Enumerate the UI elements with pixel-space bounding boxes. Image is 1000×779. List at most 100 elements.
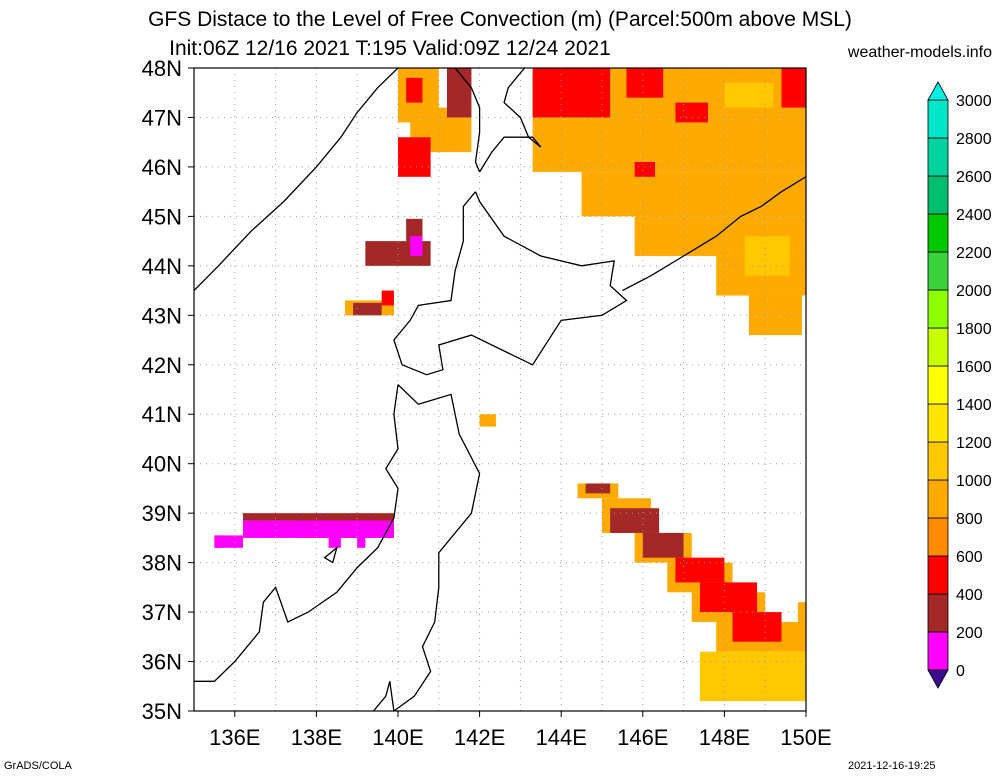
colorbar-under-arrow bbox=[927, 669, 949, 689]
field-cell bbox=[581, 171, 806, 217]
colorbar-band bbox=[927, 517, 949, 557]
y-tick-label: 48N bbox=[142, 56, 182, 81]
field-cell bbox=[532, 68, 611, 118]
y-tick-label: 41N bbox=[142, 402, 182, 427]
plot-frame bbox=[193, 67, 807, 712]
y-tick-label: 39N bbox=[142, 501, 182, 526]
field-cell bbox=[781, 68, 806, 108]
colorbar-band bbox=[927, 251, 949, 291]
source-credit: weather-models.info bbox=[847, 44, 992, 61]
footer-timestamp: 2021-12-16-19:25 bbox=[848, 760, 936, 772]
field-cell bbox=[675, 102, 709, 123]
colorbar-label: 200 bbox=[956, 625, 983, 642]
field-cell bbox=[699, 651, 806, 702]
colorbar-label: 600 bbox=[956, 549, 983, 566]
field-cell bbox=[748, 295, 802, 336]
field-cell bbox=[642, 532, 684, 558]
field-cell bbox=[406, 218, 423, 242]
colorbar-label: 0 bbox=[956, 663, 965, 680]
y-tick-label: 36N bbox=[142, 650, 182, 675]
gridlines bbox=[194, 68, 806, 711]
coast-sakhalin-west bbox=[454, 68, 481, 173]
x-tick-label: 138E bbox=[291, 725, 342, 750]
field-cell bbox=[626, 68, 664, 98]
chart-title: GFS Distace to the Level of Free Convect… bbox=[148, 8, 852, 31]
footer-software-label: GrADS/COLA bbox=[4, 760, 72, 772]
colorbar-band bbox=[927, 479, 949, 519]
x-tick-label: 142E bbox=[454, 725, 505, 750]
field-cell bbox=[398, 137, 431, 177]
colorbar-label: 3000 bbox=[956, 93, 992, 110]
x-tick-label: 150E bbox=[780, 725, 831, 750]
coast-honshu-west bbox=[194, 384, 399, 682]
y-tick-label: 43N bbox=[142, 303, 182, 328]
field-cell bbox=[328, 537, 341, 548]
coast-hokkaido bbox=[393, 191, 628, 376]
y-axis-ticks: 35N 36N 37N 38N 39N 40N 41N 42N 43N 44N 45N 46N 47N 4… bbox=[142, 56, 194, 724]
y-tick-label: 35N bbox=[142, 699, 182, 724]
colorbar-label: 1200 bbox=[956, 435, 992, 452]
x-tick-label: 144E bbox=[536, 725, 587, 750]
field-cell bbox=[744, 236, 790, 276]
y-tick-label: 40N bbox=[142, 452, 182, 477]
coast-mainland bbox=[194, 68, 399, 292]
colorbar-label: 800 bbox=[956, 511, 983, 528]
field-cell bbox=[296, 520, 394, 538]
colorbar-band bbox=[927, 555, 949, 595]
x-tick-label: 148E bbox=[699, 725, 750, 750]
field-cell bbox=[699, 582, 758, 613]
field-cell bbox=[446, 68, 472, 118]
field-cell bbox=[724, 82, 774, 108]
coast-kurils bbox=[622, 176, 806, 292]
colorbar-band bbox=[927, 327, 949, 367]
field-cell bbox=[732, 612, 782, 642]
field-cell bbox=[357, 537, 366, 548]
colorbar-label: 400 bbox=[956, 587, 983, 604]
y-tick-label: 44N bbox=[142, 254, 182, 279]
field-cell bbox=[634, 161, 656, 177]
colorbar-label: 1600 bbox=[956, 359, 992, 376]
field-cell bbox=[214, 535, 223, 548]
colorbar-band bbox=[927, 365, 949, 405]
field-cell bbox=[479, 414, 496, 427]
field-cell bbox=[242, 513, 394, 521]
field-cell bbox=[585, 483, 611, 494]
colorbar-band bbox=[927, 289, 949, 329]
colorbar-over-arrow bbox=[927, 81, 949, 101]
colorbar-legend: 0 200 400 600 800 1000 1200 1400 1600 1800 2000 220… bbox=[927, 81, 992, 689]
y-tick-label: 37N bbox=[142, 600, 182, 625]
x-axis-ticks: 136E 138E 140E 142E 144E 146E 148E 150E bbox=[209, 711, 832, 750]
colorbar-label: 2000 bbox=[956, 283, 992, 300]
field-cell bbox=[797, 602, 806, 632]
colorbar-band bbox=[927, 213, 949, 253]
colorbar-label: 2800 bbox=[956, 131, 992, 148]
field-cell bbox=[406, 77, 423, 103]
colorbar-band bbox=[927, 593, 949, 633]
colorbar-label: 2400 bbox=[956, 207, 992, 224]
colorbar-band bbox=[927, 631, 949, 671]
colorbar-label: 2200 bbox=[956, 245, 992, 262]
y-tick-label: 46N bbox=[142, 155, 182, 180]
y-tick-label: 45N bbox=[142, 204, 182, 229]
x-tick-label: 136E bbox=[209, 725, 260, 750]
chart-subtitle: Init:06Z 12/16 2021 T:195 Valid:09Z 12/2… bbox=[169, 37, 611, 60]
x-tick-label: 146E bbox=[617, 725, 668, 750]
colorbar-band bbox=[927, 403, 949, 443]
coastlines bbox=[194, 68, 806, 711]
field-cell bbox=[410, 236, 423, 256]
y-tick-label: 42N bbox=[142, 353, 182, 378]
field-cell bbox=[675, 557, 725, 583]
colorbar-label: 1400 bbox=[956, 397, 992, 414]
coast-sado bbox=[323, 546, 338, 564]
coast-honshu-east bbox=[393, 384, 481, 711]
x-tick-label: 140E bbox=[372, 725, 423, 750]
colorbar-band bbox=[927, 99, 949, 139]
colorbar-label: 1800 bbox=[956, 321, 992, 338]
y-tick-label: 38N bbox=[142, 551, 182, 576]
coast-sakhalin-east bbox=[479, 68, 542, 173]
shaded-field bbox=[214, 68, 806, 702]
colorbar-band bbox=[927, 137, 949, 177]
colorbar-band bbox=[927, 441, 949, 481]
colorbar-label: 1000 bbox=[956, 473, 992, 490]
